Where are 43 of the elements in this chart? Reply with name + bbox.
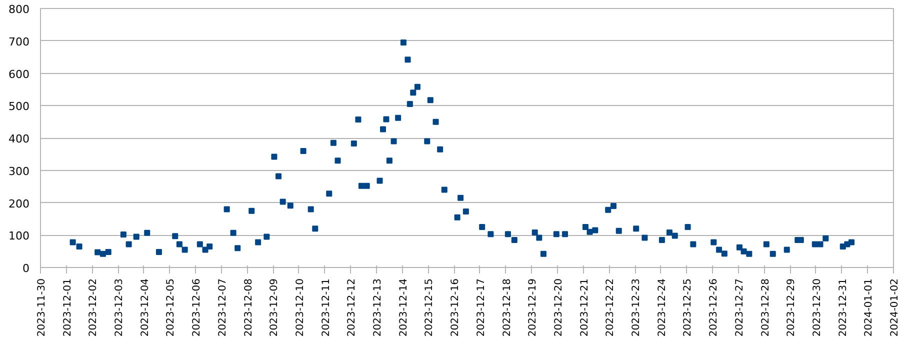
x-tick-label: 2023-12-25 <box>682 278 694 337</box>
x-tick-label: 2023-12-15 <box>424 278 436 337</box>
y-tick-label: 0 <box>22 262 30 275</box>
y-tick-label: 800 <box>8 3 30 16</box>
x-tick-label: 2023-12-14 <box>398 278 410 337</box>
x-tick-label: 2023-12-28 <box>760 278 772 337</box>
x-tick-label: 2024-01-02 <box>890 278 900 337</box>
x-tick-label: 2023-12-18 <box>502 278 513 337</box>
x-tick-label: 2023-12-30 <box>812 278 823 337</box>
y-tick-label: 100 <box>8 230 30 243</box>
y-tick-label: 300 <box>8 164 30 178</box>
x-tick-label: 2023-12-31 <box>838 278 849 337</box>
x-tick-label: 2024-01-01 <box>864 278 875 337</box>
x-tick-label: 2023-12-10 <box>294 278 306 337</box>
y-tick-label: 200 <box>8 197 30 210</box>
x-tick-label: 2023-12-01 <box>62 278 74 337</box>
x-tick-label: 2023-12-17 <box>476 278 487 337</box>
x-tick-label: 2023-12-26 <box>708 278 720 337</box>
x-tick-label: 2023-12-07 <box>217 278 228 337</box>
x-tick-label: 2023-12-21 <box>579 278 590 337</box>
x-tick-label: 2023-12-06 <box>192 278 203 337</box>
x-tick-label: 2023-12-12 <box>346 278 358 337</box>
x-tick-label: 2023-12-04 <box>140 278 151 337</box>
x-tick-label: 2023-12-29 <box>786 278 798 337</box>
y-tick-label: 400 <box>8 132 30 146</box>
x-tick-label: 2023-12-27 <box>734 278 746 337</box>
x-tick-label: 2023-12-24 <box>656 278 668 337</box>
x-tick-label: 2023-12-22 <box>605 278 616 337</box>
x-tick-label: 2023-12-20 <box>553 278 564 337</box>
x-tick-label: 2023-12-08 <box>243 278 254 337</box>
x-tick-label: 2023-12-11 <box>320 278 332 337</box>
y-tick-label: 600 <box>8 68 30 81</box>
x-tick-label: 2023-12-05 <box>166 278 177 337</box>
x-tick-label: 2023-11-30 <box>36 278 48 337</box>
x-tick-label: 2023-12-13 <box>372 278 384 337</box>
x-tick-label: 2023-12-19 <box>528 278 539 337</box>
x-tick-label: 2023-12-02 <box>88 278 100 337</box>
y-tick-label: 500 <box>8 100 30 114</box>
x-tick-label: 2023-12-23 <box>631 278 642 337</box>
x-tick-label: 2023-12-03 <box>114 278 126 337</box>
x-tick-label: 2023-12-09 <box>269 278 280 337</box>
x-tick-label: 2023-12-16 <box>450 278 462 337</box>
y-tick-label: 700 <box>8 35 30 48</box>
